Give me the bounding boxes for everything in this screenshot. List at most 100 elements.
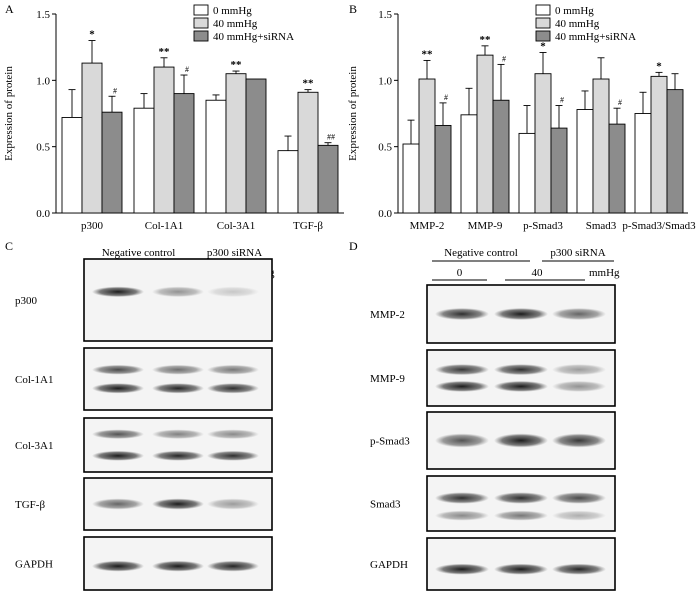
blot-row-label: MMP-9	[370, 373, 405, 385]
bar	[592, 78, 610, 214]
category-label: Smad3	[586, 220, 617, 232]
protein-band	[494, 563, 548, 575]
protein-band	[435, 563, 489, 575]
protein-band	[152, 429, 204, 439]
protein-band	[552, 380, 606, 392]
bar	[133, 107, 155, 214]
category-label: Col-1A1	[145, 220, 184, 232]
bar	[402, 143, 420, 214]
bar	[61, 117, 83, 214]
western-blot-d: Negative control p300 siRNA 0 40 mmHg MMP-2 MM…	[370, 247, 620, 591]
bar	[434, 124, 452, 214]
protein-band	[435, 380, 489, 392]
blot-row-label: TGF-β	[15, 499, 45, 511]
protein-band	[494, 433, 548, 448]
protein-band	[207, 286, 259, 298]
legend-swatch	[535, 4, 551, 16]
panel-letter-c: C	[5, 239, 13, 253]
blot-group-label-p300-sirna: p300 siRNA	[550, 247, 605, 259]
blot-frame	[83, 417, 273, 473]
category-label: p-Smad3	[523, 220, 563, 232]
panel-letter-b: B	[349, 2, 357, 16]
blot-row-label: Col-3A1	[15, 440, 54, 452]
panel-letter-d: D	[349, 239, 358, 253]
protein-band	[207, 560, 259, 572]
blot-group-label-p300-sirna: p300 siRNA	[207, 247, 262, 259]
y-tick-label: 1.5	[378, 9, 392, 21]
bar	[518, 132, 536, 214]
significance-mark: ##	[327, 133, 335, 142]
bar	[650, 75, 668, 214]
protein-band	[152, 498, 204, 510]
bar	[608, 123, 626, 214]
protein-band	[552, 364, 606, 376]
blot-row-label: MMP-2	[370, 309, 405, 321]
category-label: TGF-β	[293, 220, 323, 232]
y-tick-label: 0.0	[378, 208, 392, 220]
panel-letter-a: A	[5, 2, 14, 16]
protein-band	[92, 383, 144, 394]
protein-band	[92, 364, 144, 375]
pressure-label-0: 0	[457, 267, 463, 279]
protein-band	[552, 308, 606, 320]
y-tick-label: 1.0	[36, 75, 50, 87]
protein-band	[92, 450, 144, 461]
bar	[492, 99, 510, 214]
protein-band	[435, 433, 489, 448]
protein-band	[92, 498, 144, 510]
bar	[666, 89, 684, 214]
pressure-unit: mmHg	[589, 267, 620, 279]
significance-mark: **	[480, 34, 492, 46]
bar	[576, 109, 594, 214]
category-label: MMP-9	[468, 220, 503, 232]
protein-band	[207, 383, 259, 394]
blot-group-label-negative-control: Negative control	[102, 247, 176, 259]
protein-band	[152, 450, 204, 461]
bar	[245, 78, 267, 214]
legend-swatch	[535, 30, 551, 42]
bar	[101, 111, 123, 214]
y-tick-label: 1.5	[36, 9, 50, 21]
y-axis-label: Expression of protein	[3, 66, 15, 161]
significance-mark: #	[113, 86, 117, 95]
legend-swatch	[193, 17, 209, 29]
significance-mark: #	[560, 96, 564, 105]
significance-mark: #	[502, 54, 506, 63]
protein-band	[152, 286, 204, 298]
category-label: Col-3A1	[217, 220, 256, 232]
significance-mark: *	[540, 40, 546, 52]
protein-band	[207, 429, 259, 439]
legend-label: 0 mmHg	[555, 5, 594, 17]
bar	[418, 78, 436, 214]
bar	[225, 73, 247, 214]
bar	[534, 73, 552, 214]
protein-band	[435, 510, 489, 521]
protein-band	[552, 433, 606, 448]
blot-row-label: p300	[15, 295, 38, 307]
bar	[634, 113, 652, 214]
legend-swatch	[535, 17, 551, 29]
protein-band	[207, 364, 259, 375]
y-tick-label: 0.5	[36, 142, 50, 154]
protein-band	[207, 498, 259, 510]
protein-band	[494, 510, 548, 521]
bar	[153, 66, 175, 214]
protein-band	[494, 364, 548, 376]
legend-label: 40 mmHg	[213, 18, 258, 30]
protein-band	[552, 510, 606, 521]
significance-mark: #	[185, 65, 189, 74]
bar	[81, 62, 103, 214]
bar	[205, 99, 227, 214]
blot-frame	[83, 347, 273, 411]
y-tick-label: 0.5	[378, 142, 392, 154]
blot-group-label-negative-control: Negative control	[444, 247, 518, 259]
blot-row-label: p-Smad3	[370, 436, 410, 448]
pressure-label-40: 40	[532, 267, 544, 279]
protein-band	[435, 308, 489, 320]
legend-label: 40 mmHg+siRNA	[555, 31, 636, 43]
legend-swatch	[193, 30, 209, 42]
significance-mark: #	[444, 93, 448, 102]
protein-band	[494, 380, 548, 392]
